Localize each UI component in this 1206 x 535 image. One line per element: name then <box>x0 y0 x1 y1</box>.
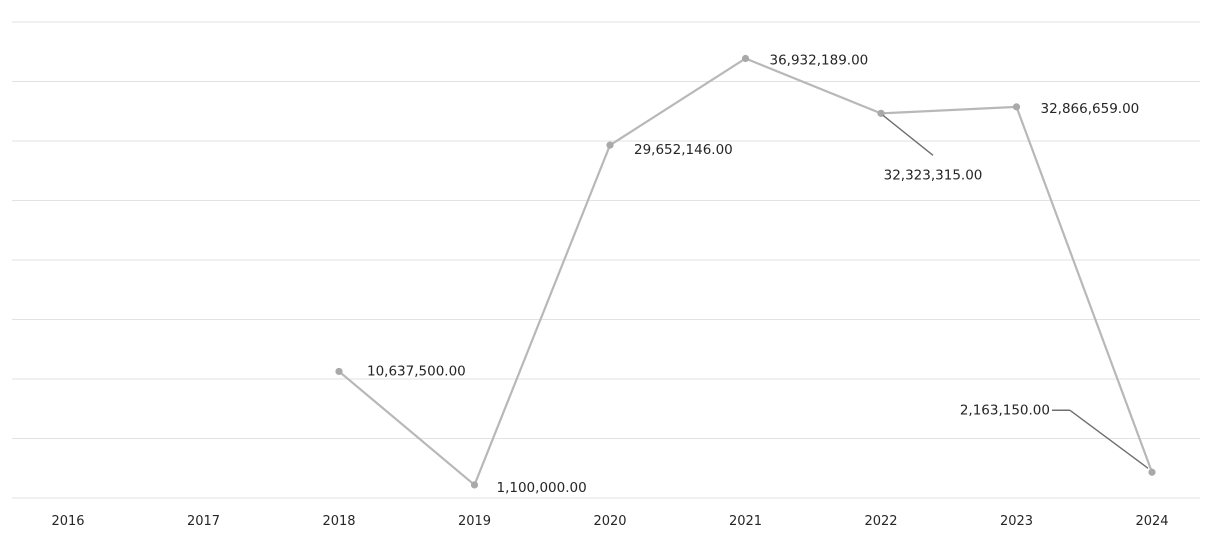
x-tick-label-2022: 2022 <box>864 514 897 529</box>
x-tick-label-2019: 2019 <box>458 514 491 529</box>
x-tick-label-2024: 2024 <box>1135 514 1168 529</box>
x-tick-label-2018: 2018 <box>322 514 355 529</box>
series-line <box>338 57 1154 487</box>
data-label-2020: 29,652,146.00 <box>634 142 733 158</box>
data-label-2021: 36,932,189.00 <box>770 53 869 69</box>
data-point-2022 <box>877 109 885 117</box>
data-point-2018 <box>335 367 343 376</box>
data-point-2024 <box>1148 468 1156 476</box>
data-label-2018: 10,637,500.00 <box>367 363 466 379</box>
data-point-2020 <box>606 141 614 149</box>
x-tick-label-2020: 2020 <box>593 514 626 529</box>
x-tick-label-2016: 2016 <box>51 514 84 529</box>
data-label-2019: 1,100,000.00 <box>497 480 587 496</box>
label-leader-2022 <box>882 114 934 156</box>
data-point-2021 <box>741 54 750 63</box>
x-tick-label-2017: 2017 <box>187 514 220 529</box>
x-tick-label-2021: 2021 <box>729 514 762 529</box>
x-tick-label-2023: 2023 <box>1000 514 1033 529</box>
label-leader-2024 <box>1069 409 1149 469</box>
data-label-2024: 2,163,150.00 <box>960 402 1050 418</box>
data-label-2023: 32,866,659.00 <box>1041 101 1140 117</box>
data-label-2022: 32,323,315.00 <box>884 167 983 183</box>
data-point-2019 <box>470 481 479 489</box>
data-point-2023 <box>1012 103 1021 111</box>
